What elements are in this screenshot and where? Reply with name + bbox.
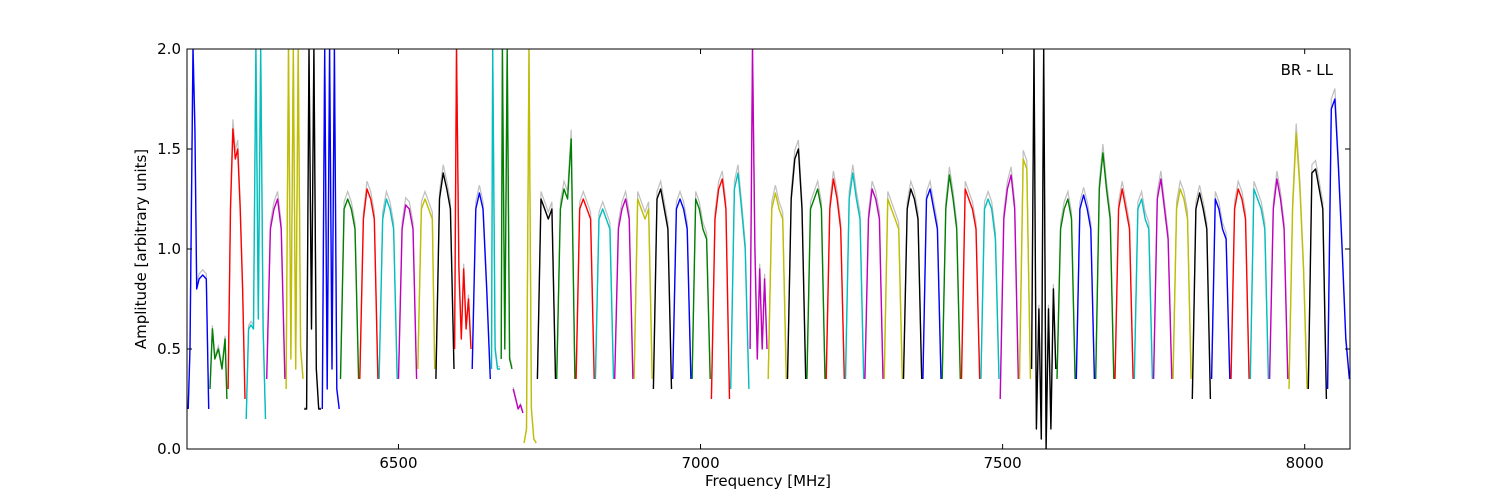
series-line-11 — [397, 204, 418, 380]
series-line-7 — [321, 49, 340, 410]
y-axis-label: Amplitude [arbitrary units] — [132, 149, 150, 349]
background-trace-1 — [209, 325, 228, 398]
series-line-55 — [1210, 198, 1231, 380]
series-line-42 — [960, 188, 981, 380]
series-line-23 — [594, 208, 615, 380]
series-line-20 — [536, 198, 557, 380]
series-line-56 — [1230, 188, 1250, 380]
series-line-19 — [523, 49, 537, 444]
series-line-26 — [652, 188, 673, 390]
series-line-54 — [1191, 192, 1212, 400]
series-line-60 — [1307, 168, 1328, 400]
x-axis-label: Frequency [MHz] — [705, 472, 831, 490]
series-line-8 — [339, 198, 360, 380]
series-line-52 — [1152, 178, 1173, 380]
series-line-4 — [266, 198, 286, 380]
series-line-17 — [500, 49, 513, 370]
series-line-41 — [941, 174, 961, 380]
series-line-15 — [471, 192, 491, 380]
series-line-35 — [825, 178, 845, 380]
y-tick-label-0: 0.0 — [157, 440, 181, 458]
series-line-45 — [1018, 158, 1032, 380]
y-tick-label-1: 0.5 — [157, 340, 181, 358]
y-axis-ticks: 0.0 0.5 1.0 1.5 2.0 — [157, 40, 1350, 458]
series-line-44 — [999, 174, 1019, 400]
x-tick-label-3: 8000 — [1286, 454, 1324, 472]
series-line-30 — [730, 172, 750, 390]
series-line-14 — [453, 49, 472, 350]
series-line-3 — [245, 49, 267, 420]
x-tick-label-2: 7500 — [984, 454, 1022, 472]
series-line-48 — [1075, 194, 1096, 380]
series-line-9 — [359, 188, 379, 380]
series-line-47 — [1056, 198, 1076, 380]
y-tick-label-2: 1.0 — [157, 240, 181, 258]
series-line-49 — [1095, 152, 1115, 380]
series-line-32 — [767, 192, 787, 380]
y-tick-label-4: 2.0 — [157, 40, 181, 58]
series-line-29 — [710, 178, 731, 400]
series-line-21 — [556, 138, 576, 380]
series-line-24 — [614, 198, 634, 380]
series-line-46 — [1030, 49, 1057, 449]
x-axis-ticks: 6500 7000 7500 8000 — [379, 49, 1324, 472]
series-line-12 — [417, 198, 436, 370]
series-line-59 — [1288, 132, 1308, 390]
series-line-25 — [633, 198, 653, 380]
series-line-57 — [1249, 188, 1270, 380]
series-line-18 — [512, 388, 524, 414]
x-tick-label-1: 7000 — [681, 454, 719, 472]
series-line-36 — [844, 172, 865, 380]
series-line-40 — [922, 188, 942, 380]
series-line-31 — [749, 49, 768, 360]
series-line-53 — [1172, 188, 1192, 380]
x-tick-label-0: 6500 — [379, 454, 417, 472]
baseline-annotation: BR - LL — [1281, 61, 1334, 79]
series-layer — [187, 49, 1350, 449]
series-line-34 — [806, 188, 826, 380]
series-line-43 — [980, 198, 1000, 380]
series-line-6 — [304, 49, 322, 410]
series-line-27 — [672, 198, 692, 380]
series-line-28 — [691, 198, 711, 380]
series-line-16 — [490, 49, 500, 370]
y-tick-label-3: 1.5 — [157, 140, 181, 158]
series-line-51 — [1133, 198, 1154, 380]
series-line-22 — [575, 198, 595, 380]
series-line-39 — [902, 188, 923, 380]
series-line-5 — [285, 49, 304, 390]
series-line-38 — [883, 198, 903, 380]
series-line-10 — [378, 198, 398, 380]
series-line-50 — [1114, 188, 1134, 380]
series-line-13 — [435, 172, 455, 380]
series-line-58 — [1268, 178, 1289, 380]
series-line-37 — [864, 188, 884, 380]
series-line-2 — [227, 128, 246, 400]
series-line-1 — [209, 328, 228, 400]
series-line-61 — [1326, 98, 1350, 390]
series-line-33 — [786, 148, 807, 380]
